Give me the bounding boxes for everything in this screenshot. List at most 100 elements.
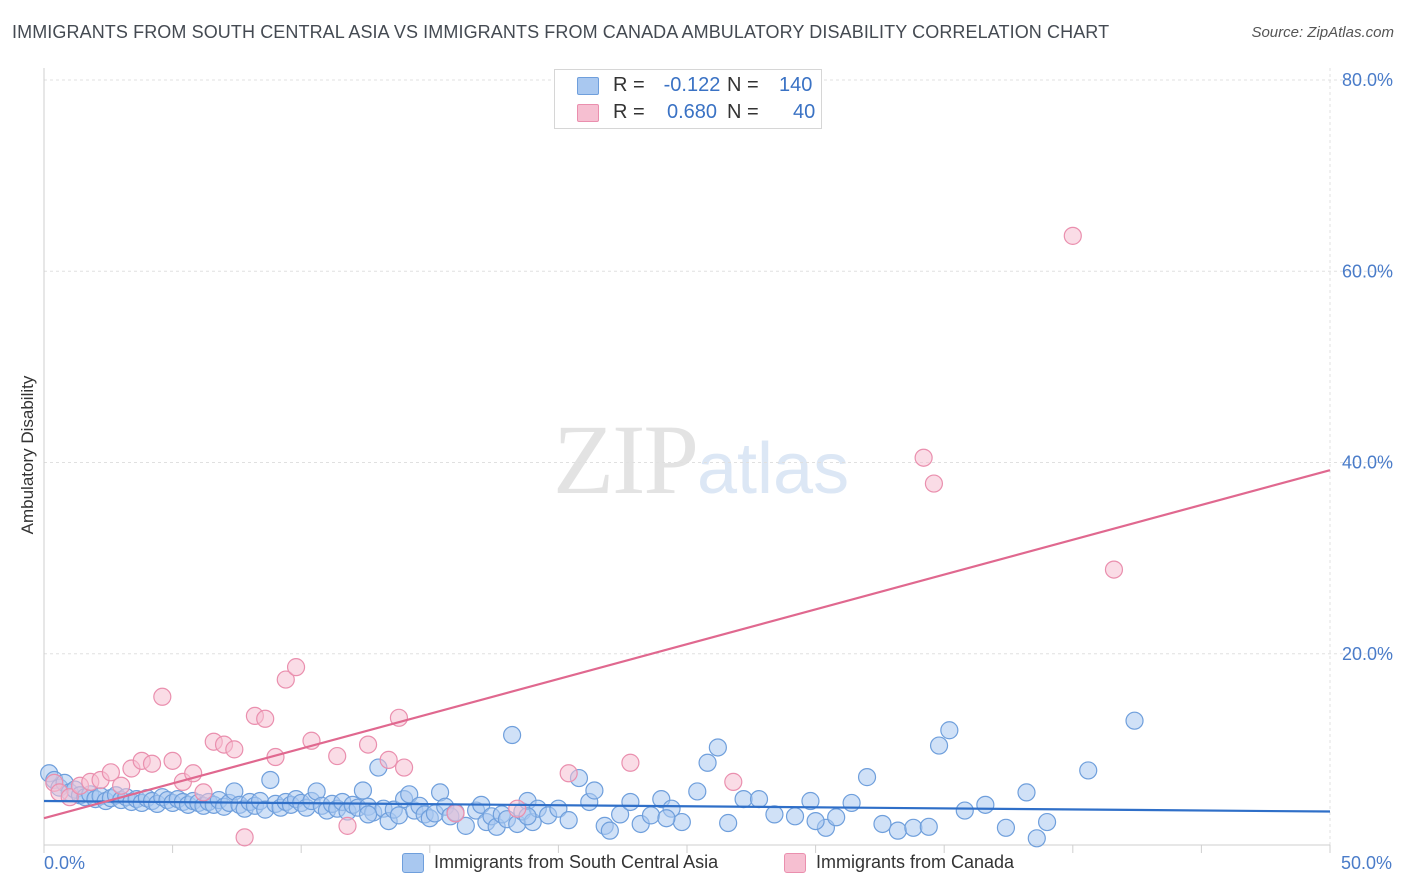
- data-point-canada: [235, 828, 254, 847]
- data-point-south-central-asia: [827, 808, 846, 827]
- data-point-south-central-asia: [873, 814, 892, 834]
- data-point-canada: [101, 763, 120, 782]
- data-point-canada: [276, 670, 295, 689]
- data-point-south-central-asia: [585, 781, 604, 800]
- data-point-canada: [621, 753, 640, 772]
- data-point-south-central-asia: [698, 753, 717, 772]
- data-point-canada: [194, 783, 213, 802]
- y-tick-label: 80.0%: [1342, 70, 1393, 90]
- data-point-south-central-asia: [1079, 761, 1098, 780]
- data-point-canada: [338, 816, 357, 835]
- stats-r-value-blue: -0.122: [663, 74, 721, 96]
- stats-r-label: R =: [613, 101, 645, 123]
- data-point-south-central-asia: [600, 821, 619, 840]
- data-point-south-central-asia: [806, 811, 825, 831]
- data-point-south-central-asia: [353, 781, 373, 800]
- data-point-canada: [508, 799, 527, 818]
- axes: [43, 68, 1331, 853]
- data-point-south-central-asia: [688, 782, 707, 801]
- data-point-canada: [1063, 226, 1082, 245]
- y-tick-label: 40.0%: [1342, 453, 1393, 473]
- legend-label-blue: Immigrants from South Central Asia: [434, 852, 719, 872]
- data-point-south-central-asia: [801, 791, 820, 811]
- legend-swatch-blue: [402, 853, 424, 873]
- data-point-south-central-asia: [785, 807, 805, 826]
- y-axis-label: Ambulatory Disability: [18, 375, 37, 535]
- stats-swatch-blue: [577, 77, 599, 95]
- data-point-canada: [142, 754, 162, 773]
- data-point-south-central-asia: [904, 818, 923, 837]
- data-point-south-central-asia: [976, 795, 995, 814]
- watermark-atlas: atlas: [697, 429, 850, 509]
- data-point-canada: [256, 709, 275, 728]
- data-point-canada: [358, 735, 378, 754]
- data-point-south-central-asia: [765, 805, 784, 824]
- data-point-south-central-asia: [621, 792, 640, 812]
- series-south-central-asia-points: [40, 711, 1144, 848]
- tick-labels: 20.0% 40.0% 60.0% 80.0% 0.0% 50.0%: [44, 70, 1393, 873]
- x-tick-label: 50.0%: [1341, 853, 1392, 873]
- data-point-south-central-asia: [940, 721, 959, 740]
- data-point-south-central-asia: [1125, 711, 1144, 730]
- stats-r-label: R =: [613, 74, 645, 96]
- stats-n-label: N =: [727, 101, 759, 123]
- stats-n-value-blue: 140: [779, 74, 813, 96]
- data-point-canada: [225, 740, 244, 759]
- data-point-canada: [1104, 560, 1124, 579]
- data-point-south-central-asia: [955, 801, 974, 820]
- data-point-south-central-asia: [672, 812, 691, 832]
- data-point-south-central-asia: [888, 821, 908, 840]
- data-point-south-central-asia: [1017, 783, 1036, 802]
- data-point-south-central-asia: [559, 811, 578, 830]
- trend-line-south-central-asia: [43, 799, 1331, 813]
- data-point-canada: [446, 804, 465, 823]
- stats-swatch-pink: [577, 104, 599, 122]
- data-point-canada: [914, 448, 933, 467]
- data-point-south-central-asia: [842, 793, 861, 813]
- data-point-south-central-asia: [919, 817, 938, 836]
- source-label: Source: ZipAtlas.com: [1251, 24, 1394, 41]
- data-point-canada: [924, 474, 944, 493]
- data-point-south-central-asia: [657, 809, 676, 828]
- data-point-canada: [112, 776, 131, 795]
- data-point-canada: [328, 746, 347, 766]
- x-tick-label: 0.0%: [44, 853, 85, 873]
- series-canada-points: [45, 226, 1124, 847]
- data-point-south-central-asia: [389, 806, 409, 825]
- data-point-south-central-asia: [1037, 812, 1057, 832]
- data-point-south-central-asia: [734, 789, 753, 809]
- data-point-south-central-asia: [708, 738, 727, 757]
- data-point-south-central-asia: [261, 770, 280, 790]
- data-point-south-central-asia: [996, 818, 1016, 837]
- stats-n-label: N =: [727, 74, 759, 96]
- data-point-canada: [724, 772, 743, 791]
- legend-label-pink: Immigrants from Canada: [816, 852, 1015, 872]
- data-point-south-central-asia: [749, 789, 769, 809]
- data-point-south-central-asia: [1027, 829, 1046, 848]
- chart-title: IMMIGRANTS FROM SOUTH CENTRAL ASIA VS IM…: [12, 22, 1110, 42]
- grid-lines: [44, 68, 1392, 845]
- data-point-south-central-asia: [641, 806, 661, 825]
- stats-box: R = -0.122 N = 140 R = 0.680 N = 40: [554, 69, 822, 129]
- y-tick-label: 20.0%: [1342, 644, 1393, 664]
- data-point-canada: [559, 764, 578, 783]
- watermark-logo: ZIPatlas: [553, 402, 849, 517]
- data-point-south-central-asia: [358, 805, 378, 824]
- stats-r-value-pink: 0.680: [666, 101, 718, 123]
- stats-n-value-pink: 40: [793, 101, 816, 123]
- data-point-south-central-asia: [456, 816, 475, 835]
- data-point-canada: [163, 751, 182, 770]
- y-tick-label: 60.0%: [1342, 261, 1393, 281]
- data-point-south-central-asia: [929, 736, 949, 755]
- data-point-south-central-asia: [719, 813, 738, 833]
- data-point-canada: [379, 750, 398, 769]
- data-point-canada: [394, 758, 414, 777]
- data-point-canada: [286, 658, 306, 677]
- trend-line-canada: [43, 469, 1331, 820]
- trend-lines: [43, 469, 1331, 820]
- data-point-canada: [153, 687, 172, 706]
- data-point-south-central-asia: [857, 768, 877, 787]
- data-point-south-central-asia: [400, 785, 419, 804]
- watermark-zip: ZIP: [553, 404, 699, 515]
